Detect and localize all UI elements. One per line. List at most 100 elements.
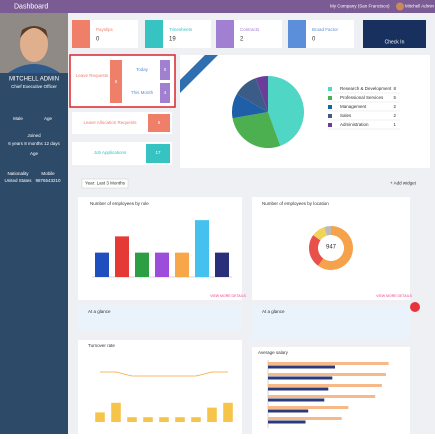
sidebar — [0, 13, 68, 434]
legend-label: Management — [340, 104, 367, 109]
slice — [268, 76, 304, 146]
topbar — [0, 0, 435, 13]
slice — [313, 227, 327, 241]
bar — [268, 395, 376, 398]
card-value: 0 — [312, 37, 316, 43]
slice — [309, 235, 324, 266]
leave-total: 5 — [115, 79, 118, 84]
bar — [207, 407, 217, 422]
legend-label: Professional Services — [340, 95, 384, 100]
bar — [155, 252, 169, 277]
legend-label: Research & Development — [340, 86, 392, 91]
card-value: 0 — [96, 37, 100, 43]
bar — [268, 376, 333, 380]
bar — [191, 417, 201, 422]
leave-total-bg — [110, 60, 122, 103]
card-value: 2 — [240, 37, 244, 43]
jobs-title: Job Applications — [94, 150, 127, 155]
bar — [195, 220, 209, 277]
slice — [231, 94, 268, 119]
today-bg — [160, 60, 170, 80]
bar — [268, 417, 342, 420]
company[interactable]: My Company (San Francisco) — [330, 4, 390, 9]
bar — [268, 420, 306, 424]
app-title[interactable]: Dashboard — [14, 3, 48, 10]
card-value: 19 — [169, 37, 176, 43]
chart-title: Number of employees by role — [90, 201, 149, 206]
photo-hair — [20, 26, 48, 38]
add-widget[interactable]: + Add widget — [390, 181, 417, 186]
legend-swatch — [328, 96, 332, 100]
user[interactable]: Mitchell Admin — [405, 4, 435, 9]
bar — [175, 252, 189, 277]
slice — [255, 76, 268, 112]
legend-value: 8 — [393, 86, 396, 91]
slice — [236, 78, 268, 112]
leave-box[interactable] — [69, 54, 176, 108]
bar — [135, 252, 149, 277]
view-more[interactable]: VIEW MORE DETAILS — [376, 294, 412, 298]
bar — [95, 412, 105, 422]
chart-title: Number of employees by location — [262, 201, 329, 206]
bar — [175, 417, 185, 422]
legend-label: Sales — [340, 113, 352, 118]
allocation-box[interactable] — [72, 112, 172, 134]
bar — [268, 384, 382, 387]
slice — [318, 226, 354, 270]
legend-swatch — [328, 87, 332, 91]
bar — [268, 406, 349, 409]
donut-center: 947 — [326, 245, 337, 251]
card-label: Timesheets — [169, 27, 193, 32]
today: 0 — [164, 67, 167, 72]
view-more[interactable]: VIEW MORE DETAILS — [210, 294, 246, 298]
slice — [232, 112, 281, 148]
jobs-bg — [146, 144, 170, 163]
bar — [268, 362, 389, 365]
job: Chief Executive Officer — [11, 84, 57, 89]
gender: Male — [13, 116, 23, 121]
bar — [95, 252, 109, 277]
legend-value: 2 — [393, 113, 396, 118]
photo-shirt — [8, 64, 60, 73]
card-icon — [145, 20, 163, 48]
ribbon — [180, 55, 218, 93]
chat-button[interactable] — [410, 302, 420, 312]
age-label: Age — [30, 151, 39, 156]
chart-title: Average salary — [258, 350, 289, 355]
legend-value: 5 — [393, 95, 396, 100]
filter[interactable]: Year: Last 3 Months — [85, 181, 126, 186]
bar — [268, 373, 386, 376]
check-in-label[interactable]: Check In — [385, 39, 405, 45]
panel — [252, 197, 410, 300]
tenure: 6 years 8 months 12 days — [8, 141, 60, 146]
bar — [223, 402, 233, 422]
month-label: This Month — [131, 90, 154, 95]
today-label: Today — [136, 67, 149, 72]
mobile: 9876543210 — [35, 178, 61, 183]
chart-title: Turnover rate — [88, 343, 115, 348]
card-icon — [72, 20, 90, 48]
legend-swatch — [328, 105, 332, 109]
card-label: Broad Factor — [312, 27, 339, 32]
bar — [111, 402, 121, 422]
allocation-bg — [148, 114, 170, 132]
legend-swatch — [328, 123, 332, 127]
card-label: Contracts — [240, 27, 260, 32]
card-icon — [288, 20, 306, 48]
leave-title: Leave Requests — [76, 73, 109, 78]
bar — [268, 398, 325, 402]
avatar[interactable] — [396, 2, 404, 11]
filter-select[interactable] — [81, 178, 129, 189]
card-label: Payslips — [96, 27, 114, 32]
card-icon — [216, 20, 234, 48]
pie-panel — [180, 55, 430, 168]
nationality-label: Nationality — [7, 171, 29, 176]
check-in-button[interactable] — [363, 20, 426, 48]
bar — [268, 387, 329, 391]
bar — [215, 252, 229, 277]
photo-face — [20, 26, 48, 62]
mobile-label: Mobile — [41, 171, 55, 176]
bar — [268, 365, 335, 369]
